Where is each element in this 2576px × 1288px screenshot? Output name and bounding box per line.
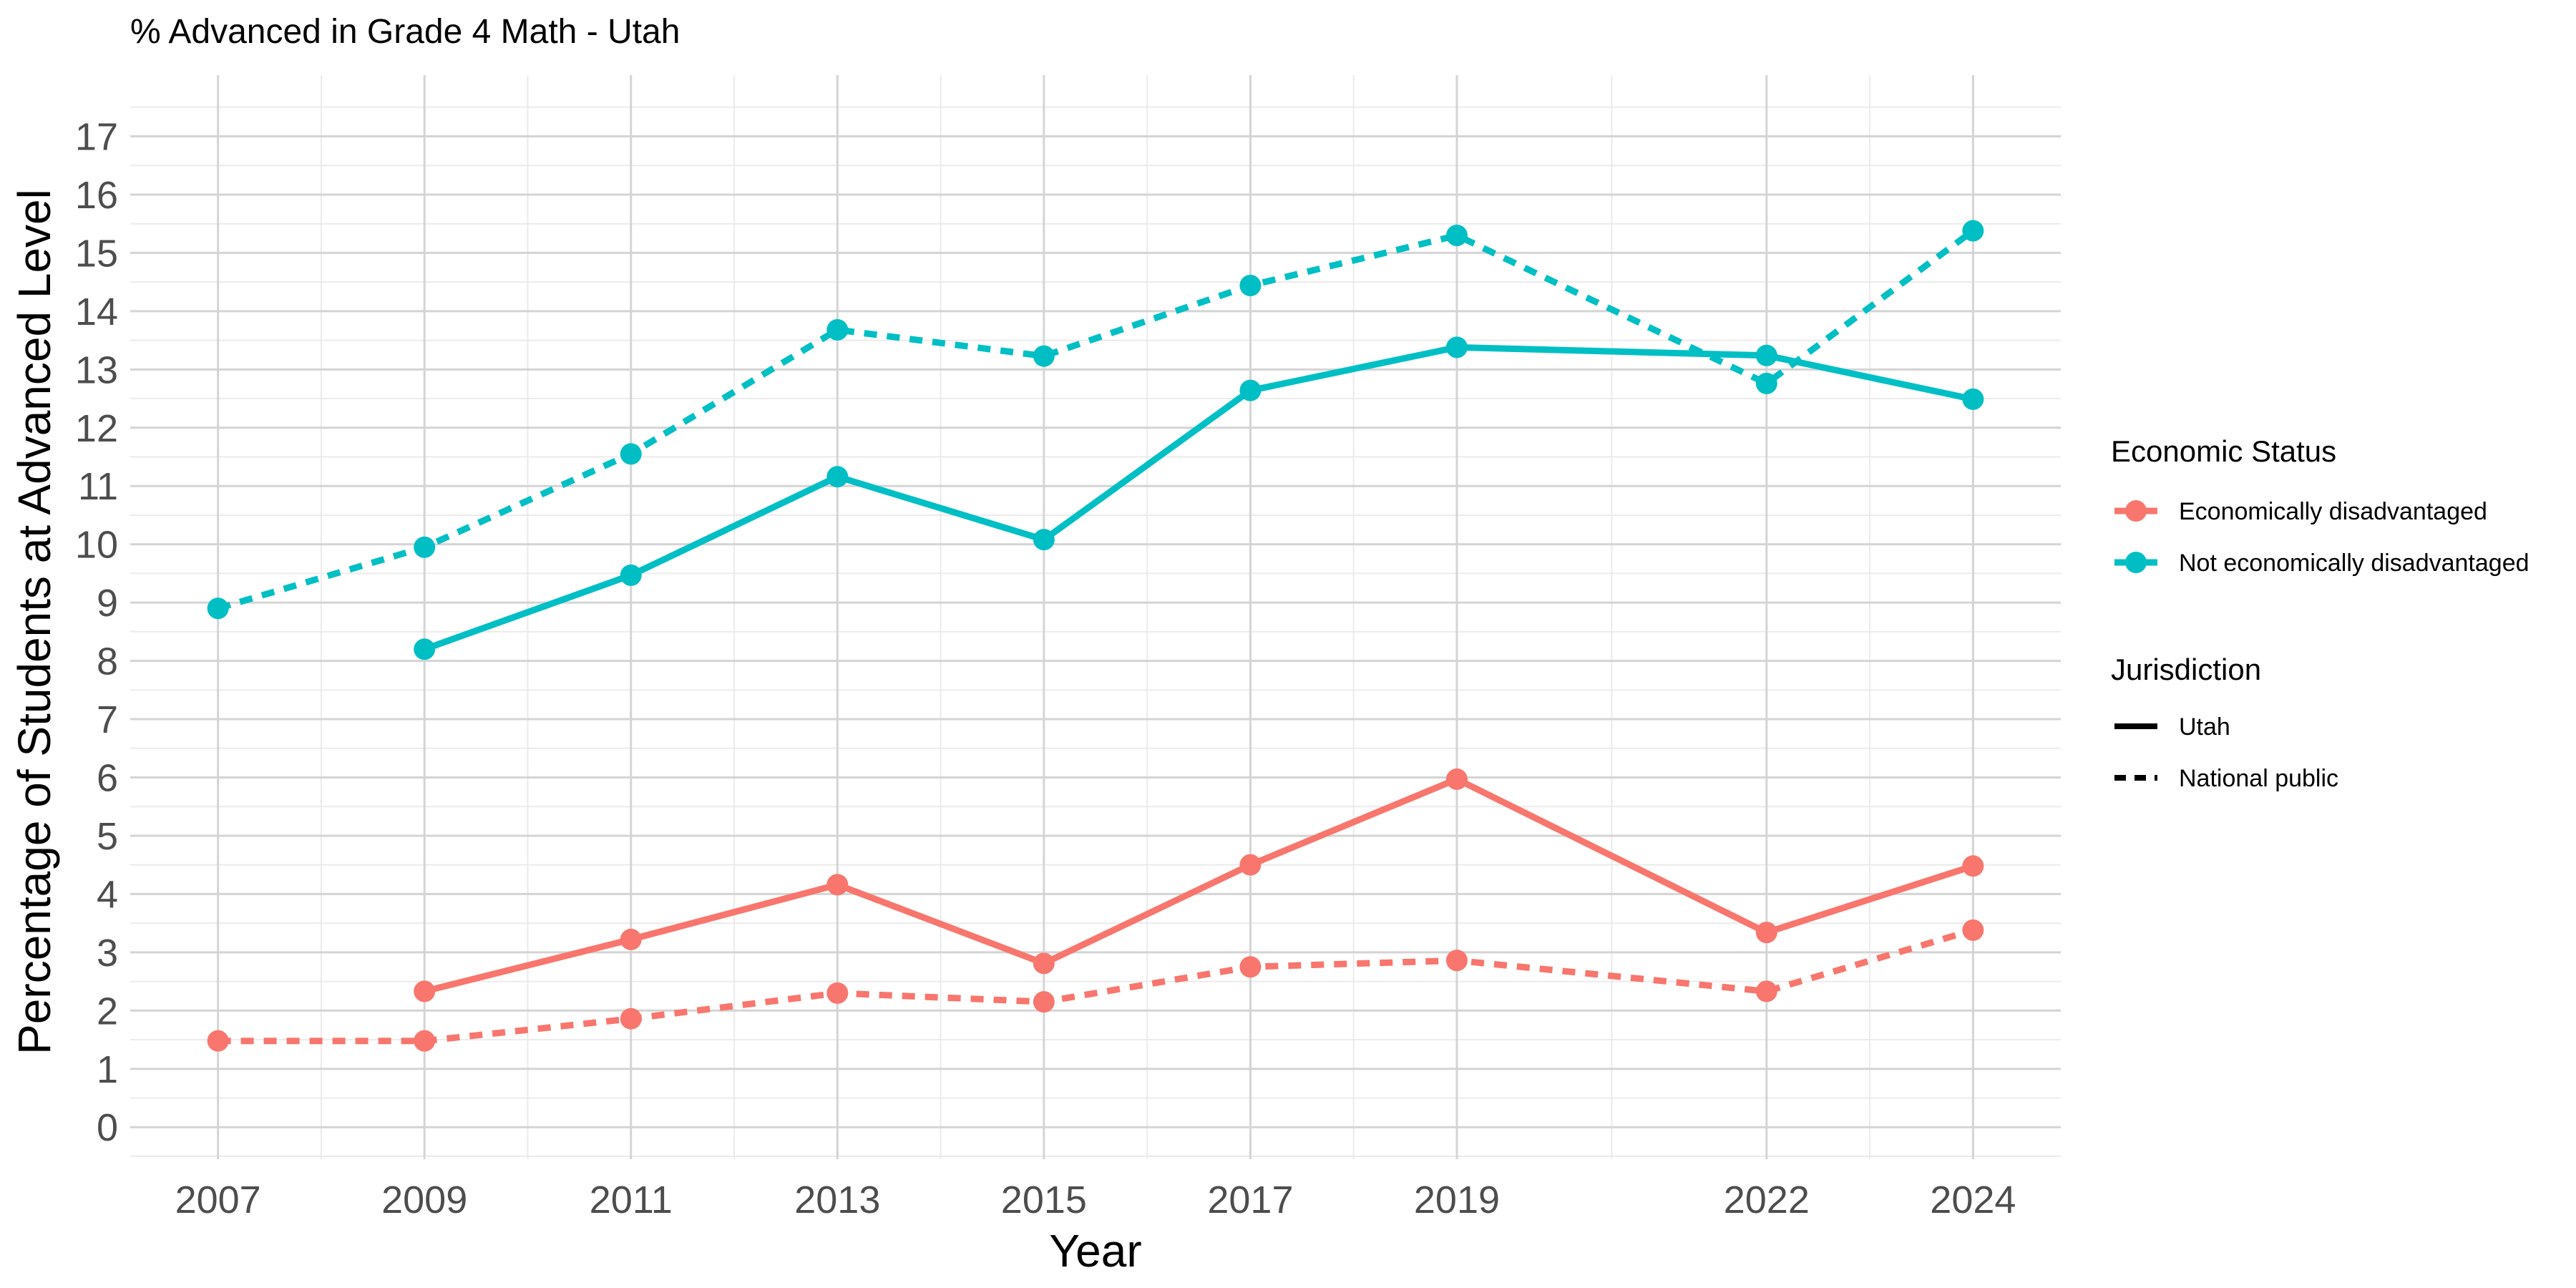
grid — [130, 75, 2061, 1159]
data-point — [414, 536, 436, 558]
data-point — [1445, 950, 1468, 972]
x-tick-label: 2024 — [1930, 1179, 2016, 1221]
x-tick-label: 2013 — [794, 1179, 880, 1221]
x-tick-label: 2022 — [1724, 1179, 1810, 1221]
data-point — [1755, 922, 1777, 944]
data-point — [620, 928, 642, 950]
legend-color-label: Not economically disadvantaged — [2179, 550, 2529, 577]
data-point — [826, 466, 849, 488]
data-point — [207, 1030, 229, 1052]
data-point — [1962, 220, 1984, 242]
data-point — [1033, 529, 1055, 551]
data-point — [620, 1008, 642, 1030]
data-point — [1445, 768, 1468, 790]
data-point — [1962, 855, 1984, 877]
data-point — [1033, 991, 1055, 1013]
legend-color-key-point — [2125, 552, 2147, 573]
data-point — [1755, 372, 1777, 394]
chart-title: % Advanced in Grade 4 Math - Utah — [130, 13, 680, 51]
data-point — [620, 564, 642, 586]
data-point — [1755, 344, 1777, 366]
x-tick-label: 2007 — [175, 1179, 261, 1221]
y-tick-label: 15 — [75, 232, 118, 275]
x-tick-label: 2017 — [1207, 1179, 1293, 1221]
data-point — [207, 597, 229, 620]
y-axis-label: Percentage of Students at Advanced Level — [9, 189, 60, 1055]
data-point — [826, 982, 849, 1004]
y-tick-label: 4 — [97, 873, 118, 916]
series-line — [218, 927, 1974, 1045]
y-tick-label: 14 — [75, 291, 118, 333]
series-line — [423, 343, 1974, 653]
legend-linetype-label: Utah — [2179, 713, 2230, 741]
legend-color-label: Economically disadvantaged — [2179, 498, 2487, 525]
data-point — [414, 980, 436, 1002]
data-point — [826, 318, 849, 341]
data-point — [1239, 854, 1262, 876]
y-tick-label: 9 — [97, 582, 118, 625]
data-point — [414, 1030, 436, 1052]
y-tick-label: 13 — [75, 348, 118, 391]
data-point — [1755, 980, 1777, 1002]
x-tick-label: 2019 — [1414, 1179, 1500, 1221]
y-tick-label: 8 — [97, 640, 118, 683]
y-tick-label: 10 — [75, 524, 118, 567]
data-point — [1033, 952, 1055, 975]
data-point — [620, 443, 642, 465]
y-tick-label: 17 — [75, 116, 118, 159]
y-tick-label: 5 — [97, 815, 118, 858]
data-point — [1445, 336, 1468, 358]
y-tick-label: 11 — [78, 465, 118, 508]
series-layer — [207, 220, 1984, 1052]
y-tick-label: 0 — [97, 1106, 118, 1149]
data-point — [1962, 919, 1984, 941]
legend-color-title: Economic Status — [2111, 434, 2336, 468]
data-point — [1033, 345, 1055, 367]
data-point — [1239, 956, 1262, 978]
data-point — [1239, 275, 1262, 297]
data-point — [1239, 379, 1262, 401]
y-tick-label: 7 — [97, 698, 118, 741]
y-tick-label: 3 — [97, 932, 118, 975]
x-tick-label: 2015 — [1001, 1179, 1087, 1221]
legend-linetype-label: National public — [2179, 765, 2338, 792]
legend: Economic Status Jurisdiction Economicall… — [2111, 434, 2529, 792]
y-tick-label: 2 — [97, 990, 118, 1033]
y-tick-label: 1 — [97, 1048, 118, 1091]
data-point — [1962, 388, 1984, 410]
series-line — [424, 776, 1974, 995]
x-axis-label: Year — [1049, 1225, 1141, 1277]
data-point — [826, 874, 849, 896]
y-tick-label: 12 — [75, 407, 118, 450]
x-axis-ticks: 2007 2009 2011 2013 2015 2017 2019 2022 2024 — [175, 1179, 2016, 1221]
data-point — [414, 638, 436, 660]
legend-color-key-point — [2125, 500, 2147, 522]
series-line — [217, 228, 1976, 612]
y-tick-label: 16 — [75, 174, 118, 217]
data-point — [1445, 224, 1468, 246]
x-tick-label: 2009 — [381, 1179, 467, 1221]
legend-linetype-title: Jurisdiction — [2111, 653, 2261, 686]
x-tick-label: 2011 — [590, 1179, 673, 1221]
y-tick-label: 6 — [97, 756, 118, 799]
